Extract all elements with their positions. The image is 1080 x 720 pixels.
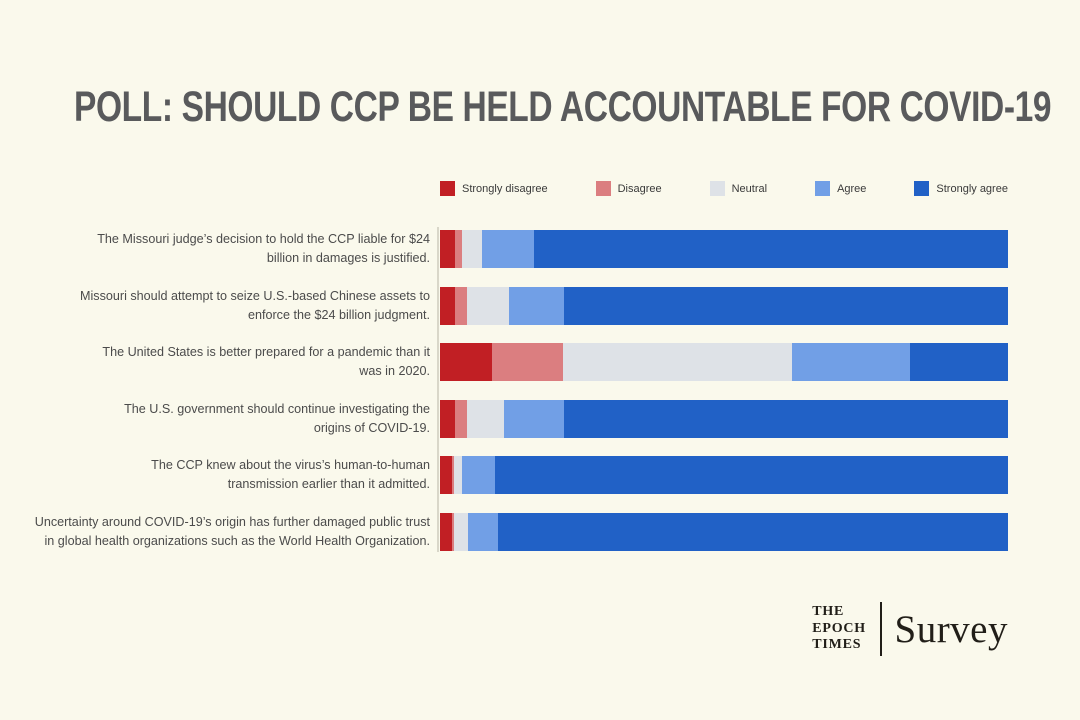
bar-segment-strongly-agree	[534, 230, 1008, 268]
chart-row: The United States is better prepared for…	[0, 343, 1080, 382]
bar-segment-agree	[482, 230, 535, 268]
bar-segment-disagree	[454, 230, 463, 268]
brand-line: THE	[812, 604, 845, 620]
bar-segment-strongly-agree	[910, 343, 1008, 382]
legend-item: Strongly disagree	[440, 181, 548, 196]
bar-segment-neutral	[466, 399, 504, 438]
stacked-bar	[440, 286, 1008, 325]
bar-segment-strongly-agree	[498, 512, 1008, 551]
bar-segment-agree	[468, 512, 499, 551]
stacked-bar-chart: The Missouri judge’s decision to hold th…	[0, 227, 1080, 570]
brand-line: TIMES	[812, 637, 862, 653]
bar-segment-strongly-disagree	[440, 343, 493, 382]
chart-row: Uncertainty around COVID-19’s origin has…	[0, 512, 1080, 551]
chart-legend: Strongly disagree Disagree Neutral Agree Str…	[440, 181, 1008, 196]
bar-segment-strongly-agree	[563, 399, 1008, 438]
row-label: The Missouri judge’s decision to hold th…	[97, 232, 430, 265]
bar-segment-strongly-disagree	[440, 286, 455, 325]
stacked-bar	[440, 399, 1008, 438]
chart-row: The Missouri judge’s decision to hold th…	[0, 230, 1080, 268]
bar-segment-strongly-agree	[563, 286, 1008, 325]
bar-segment-strongly-disagree	[440, 399, 455, 438]
bar-segment-agree	[462, 456, 496, 495]
bar-segment-agree	[792, 343, 911, 382]
bar-segment-neutral	[454, 512, 469, 551]
stacked-bar	[440, 230, 1008, 268]
bar-segment-neutral	[466, 286, 509, 325]
legend-item: Neutral	[709, 181, 768, 196]
bar-segment-neutral	[462, 230, 483, 268]
bar-segment-strongly-agree	[495, 456, 1008, 495]
bar-segment-disagree	[454, 286, 467, 325]
stacked-bar	[440, 512, 1008, 551]
legend-label: Strongly agree	[936, 182, 1008, 195]
axis-line	[437, 227, 439, 552]
bar-segment-disagree	[451, 512, 455, 551]
chart-rows: The Missouri judge’s decision to hold th…	[0, 230, 1080, 551]
survey-wordmark: Survey	[894, 607, 1008, 651]
row-label: Missouri should attempt to seize U.S.-ba…	[80, 288, 430, 322]
row-label: The United States is better prepared for…	[102, 345, 430, 379]
bar-segment-disagree	[454, 399, 467, 438]
legend-swatch	[595, 181, 611, 196]
chart-row: Missouri should attempt to seize U.S.-ba…	[0, 286, 1080, 325]
legend-item: Agree	[815, 181, 866, 196]
brand-line: EPOCH	[812, 620, 866, 636]
brand-footer: THE EPOCH TIMES Survey	[812, 602, 1008, 656]
legend-label: Agree	[837, 182, 867, 195]
epoch-times-logo: THE EPOCH TIMES	[812, 604, 866, 654]
chart-row: The CCP knew about the virus’s human-to-…	[0, 456, 1080, 495]
legend-label: Neutral	[731, 182, 768, 195]
bar-segment-strongly-disagree	[440, 230, 455, 268]
stacked-bar	[440, 343, 1008, 382]
logo-divider	[880, 602, 882, 656]
legend-swatch	[914, 181, 930, 196]
row-label: Uncertainty around COVID-19’s origin has…	[34, 515, 430, 548]
bar-segment-agree	[503, 399, 564, 438]
legend-swatch	[709, 181, 725, 196]
legend-item: Disagree	[595, 181, 662, 196]
bar-segment-strongly-disagree	[440, 456, 452, 495]
row-label: The CCP knew about the virus’s human-to-…	[151, 458, 430, 492]
legend-label: Strongly disagree	[462, 182, 548, 195]
bar-segment-disagree	[492, 343, 564, 382]
chart-row: The U.S. government should continue inve…	[0, 399, 1080, 438]
legend-item: Strongly agree	[914, 181, 1008, 196]
bar-segment-agree	[508, 286, 564, 325]
bar-segment-disagree	[451, 456, 455, 495]
legend-swatch	[815, 181, 831, 196]
page-title: POLL: SHOULD CCP BE HELD ACCOUNTABLE FOR…	[74, 83, 1052, 131]
bar-segment-neutral	[454, 456, 463, 495]
legend-swatch	[440, 181, 455, 196]
legend-label: Disagree	[617, 182, 662, 195]
bar-segment-neutral	[563, 343, 793, 382]
bar-segment-strongly-disagree	[440, 512, 452, 551]
row-label: The U.S. government should continue inve…	[124, 401, 430, 435]
stacked-bar	[440, 456, 1008, 495]
